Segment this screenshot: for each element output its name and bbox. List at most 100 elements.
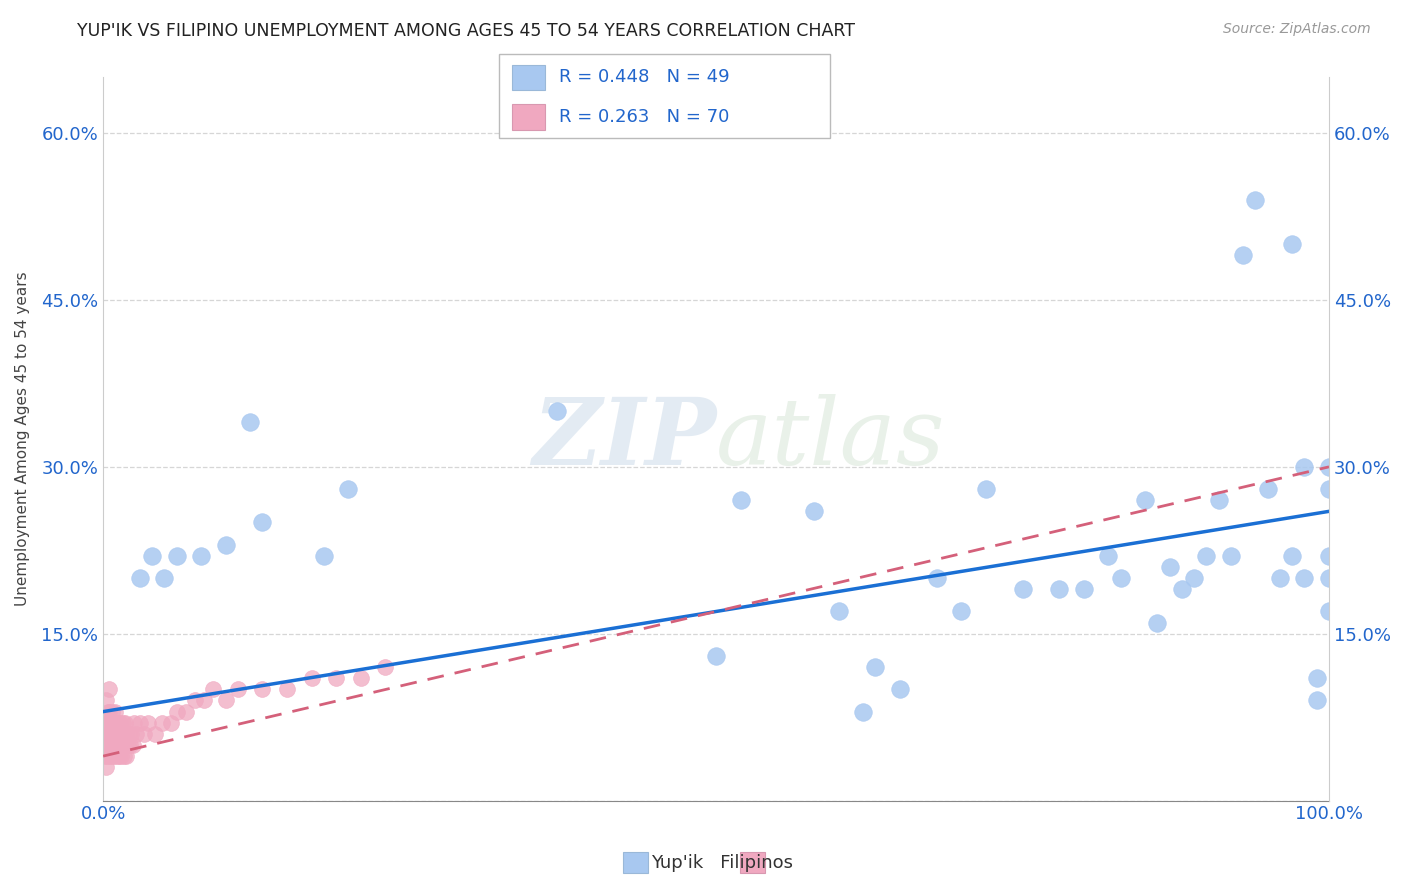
- Point: [100, 715, 122, 730]
- Point: [110, 738, 132, 752]
- Point: [125, 727, 148, 741]
- Point: [166, 705, 188, 719]
- Point: [128, 571, 150, 585]
- Point: [1317, 549, 1340, 563]
- Text: Filipinos: Filipinos: [703, 855, 793, 872]
- Point: [100, 727, 122, 741]
- Point: [112, 749, 135, 764]
- Point: [852, 705, 875, 719]
- Point: [166, 549, 188, 563]
- Point: [101, 738, 124, 752]
- Point: [105, 749, 128, 764]
- FancyBboxPatch shape: [623, 852, 648, 873]
- Point: [1281, 549, 1303, 563]
- Point: [1268, 571, 1291, 585]
- Point: [1317, 459, 1340, 474]
- Point: [98, 705, 121, 719]
- Point: [276, 682, 298, 697]
- Point: [374, 660, 396, 674]
- Point: [1133, 493, 1156, 508]
- Text: atlas: atlas: [716, 394, 946, 484]
- Point: [97, 715, 120, 730]
- Point: [97, 738, 120, 752]
- Point: [337, 482, 360, 496]
- Point: [1257, 482, 1279, 496]
- Point: [94, 760, 117, 774]
- Text: R = 0.263   N = 70: R = 0.263 N = 70: [558, 108, 728, 126]
- Point: [94, 693, 117, 707]
- Point: [349, 671, 371, 685]
- Point: [1317, 605, 1340, 619]
- Text: YUP'IK VS FILIPINO UNEMPLOYMENT AMONG AGES 45 TO 54 YEARS CORRELATION CHART: YUP'IK VS FILIPINO UNEMPLOYMENT AMONG AG…: [77, 22, 855, 40]
- Point: [226, 682, 249, 697]
- FancyBboxPatch shape: [512, 64, 546, 90]
- Point: [107, 738, 129, 752]
- Point: [704, 648, 727, 663]
- Point: [121, 738, 143, 752]
- Point: [1281, 237, 1303, 252]
- Point: [312, 549, 335, 563]
- Point: [97, 705, 120, 719]
- Point: [105, 727, 128, 741]
- Point: [1232, 248, 1254, 262]
- Point: [215, 538, 238, 552]
- Point: [730, 493, 752, 508]
- Text: R = 0.448   N = 49: R = 0.448 N = 49: [558, 69, 730, 87]
- Point: [111, 738, 134, 752]
- Point: [96, 727, 118, 741]
- Point: [176, 705, 198, 719]
- Point: [889, 682, 911, 697]
- Point: [950, 605, 973, 619]
- Point: [159, 715, 181, 730]
- Point: [1306, 693, 1329, 707]
- Point: [96, 715, 118, 730]
- Point: [104, 738, 127, 752]
- Point: [193, 693, 215, 707]
- Text: ZIP: ZIP: [531, 394, 716, 484]
- Point: [110, 715, 132, 730]
- Point: [100, 749, 122, 764]
- Point: [101, 715, 124, 730]
- Point: [141, 549, 163, 563]
- Point: [100, 727, 122, 741]
- Point: [1073, 582, 1095, 597]
- Point: [114, 738, 136, 752]
- Point: [98, 682, 121, 697]
- Point: [325, 671, 347, 685]
- Point: [803, 504, 825, 518]
- Point: [132, 727, 155, 741]
- Point: [1146, 615, 1168, 630]
- Point: [1047, 582, 1070, 597]
- FancyBboxPatch shape: [740, 852, 765, 873]
- Point: [115, 727, 138, 741]
- Point: [865, 660, 887, 674]
- Point: [103, 749, 125, 764]
- Point: [184, 693, 207, 707]
- Point: [150, 715, 173, 730]
- Point: [110, 727, 132, 741]
- Point: [1109, 571, 1132, 585]
- Point: [110, 749, 132, 764]
- Point: [98, 727, 121, 741]
- Point: [108, 749, 131, 764]
- Point: [1244, 193, 1267, 207]
- Point: [1219, 549, 1241, 563]
- Point: [215, 693, 238, 707]
- Point: [1208, 493, 1230, 508]
- Point: [1159, 560, 1181, 574]
- Point: [122, 715, 145, 730]
- Point: [112, 727, 135, 741]
- Point: [153, 571, 176, 585]
- Point: [111, 715, 134, 730]
- Point: [546, 404, 568, 418]
- Point: [827, 605, 849, 619]
- Point: [301, 671, 323, 685]
- Point: [117, 738, 139, 752]
- Point: [94, 738, 117, 752]
- Point: [202, 682, 225, 697]
- Point: [103, 727, 125, 741]
- Point: [115, 749, 138, 764]
- Point: [93, 749, 115, 764]
- Point: [1294, 571, 1316, 585]
- Point: [1011, 582, 1033, 597]
